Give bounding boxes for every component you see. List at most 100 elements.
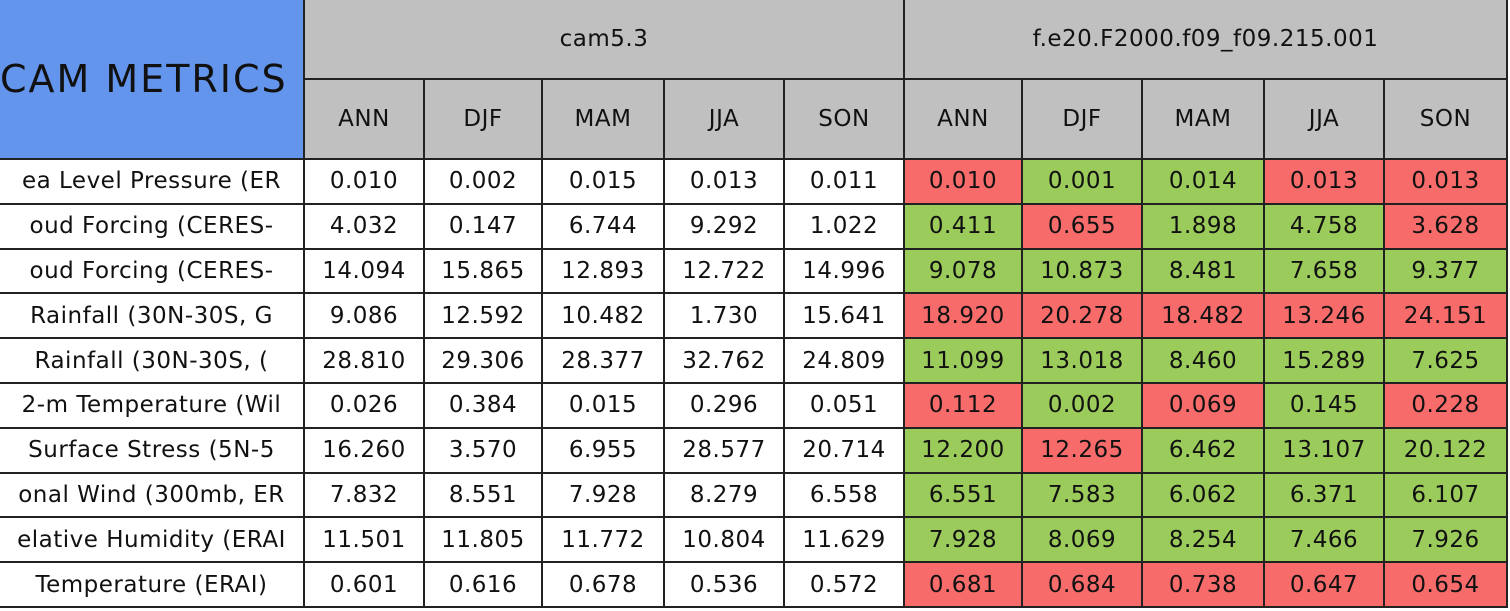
value-cell: 6.371 xyxy=(1265,473,1385,519)
value-cell: 0.010 xyxy=(905,160,1023,205)
value-cell: 0.015 xyxy=(543,160,665,205)
value-cell: 28.577 xyxy=(665,428,785,474)
value-cell: 11.629 xyxy=(785,518,905,564)
value-cell: 0.678 xyxy=(543,563,665,608)
value-cell: 9.086 xyxy=(305,294,425,340)
value-cell: 0.011 xyxy=(785,160,905,205)
value-cell: 3.628 xyxy=(1385,204,1508,250)
value-cell: 0.015 xyxy=(543,384,665,429)
value-cell: 28.810 xyxy=(305,339,425,384)
value-cell: 8.279 xyxy=(665,473,785,519)
value-cell: 8.069 xyxy=(1023,518,1143,564)
value-cell: 24.809 xyxy=(785,339,905,384)
value-cell: 10.482 xyxy=(543,294,665,340)
value-cell: 11.772 xyxy=(543,518,665,564)
value-cell: 13.018 xyxy=(1023,339,1143,384)
value-cell: 0.026 xyxy=(305,384,425,429)
value-cell: 11.099 xyxy=(905,339,1023,384)
value-cell: 9.377 xyxy=(1385,249,1508,295)
value-cell: 16.260 xyxy=(305,428,425,474)
value-cell: 14.094 xyxy=(305,249,425,295)
value-cell: 0.013 xyxy=(1385,160,1508,205)
value-cell: 4.758 xyxy=(1265,204,1385,250)
value-cell: 0.001 xyxy=(1023,160,1143,205)
value-cell: 0.681 xyxy=(905,563,1023,608)
value-cell: 8.254 xyxy=(1143,518,1265,564)
value-cell: 6.551 xyxy=(905,473,1023,519)
model-header: cam5.3 xyxy=(305,0,905,80)
value-cell: 32.762 xyxy=(665,339,785,384)
value-cell: 0.051 xyxy=(785,384,905,429)
value-cell: 1.022 xyxy=(785,204,905,250)
row-label: oud Forcing (CERES- xyxy=(0,249,305,295)
value-cell: 18.920 xyxy=(905,294,1023,340)
value-cell: 1.730 xyxy=(665,294,785,340)
value-cell: 13.107 xyxy=(1265,428,1385,474)
row-label: Temperature (ERAI) xyxy=(0,563,305,608)
value-cell: 0.013 xyxy=(665,160,785,205)
value-cell: 7.832 xyxy=(305,473,425,519)
value-cell: 0.002 xyxy=(1023,384,1143,429)
value-cell: 0.655 xyxy=(1023,204,1143,250)
season-header: MAM xyxy=(543,80,665,160)
row-label: elative Humidity (ERAI xyxy=(0,518,305,564)
value-cell: 29.306 xyxy=(425,339,543,384)
row-label: Rainfall (30N-30S, ( xyxy=(0,339,305,384)
value-cell: 12.592 xyxy=(425,294,543,340)
value-cell: 0.069 xyxy=(1143,384,1265,429)
value-cell: 6.062 xyxy=(1143,473,1265,519)
value-cell: 7.926 xyxy=(1385,518,1508,564)
season-header: JJA xyxy=(665,80,785,160)
value-cell: 7.466 xyxy=(1265,518,1385,564)
season-header: MAM xyxy=(1143,80,1265,160)
season-header: DJF xyxy=(1023,80,1143,160)
value-cell: 0.536 xyxy=(665,563,785,608)
value-cell: 12.200 xyxy=(905,428,1023,474)
value-cell: 4.032 xyxy=(305,204,425,250)
value-cell: 12.893 xyxy=(543,249,665,295)
value-cell: 18.482 xyxy=(1143,294,1265,340)
value-cell: 15.865 xyxy=(425,249,543,295)
value-cell: 0.147 xyxy=(425,204,543,250)
value-cell: 0.228 xyxy=(1385,384,1508,429)
value-cell: 0.601 xyxy=(305,563,425,608)
value-cell: 0.654 xyxy=(1385,563,1508,608)
value-cell: 8.481 xyxy=(1143,249,1265,295)
value-cell: 0.616 xyxy=(425,563,543,608)
value-cell: 7.928 xyxy=(543,473,665,519)
season-header: SON xyxy=(785,80,905,160)
value-cell: 6.744 xyxy=(543,204,665,250)
value-cell: 0.145 xyxy=(1265,384,1385,429)
row-label: onal Wind (300mb, ER xyxy=(0,473,305,519)
value-cell: 0.112 xyxy=(905,384,1023,429)
value-cell: 0.647 xyxy=(1265,563,1385,608)
season-header: DJF xyxy=(425,80,543,160)
value-cell: 7.928 xyxy=(905,518,1023,564)
value-cell: 15.289 xyxy=(1265,339,1385,384)
value-cell: 12.722 xyxy=(665,249,785,295)
value-cell: 9.292 xyxy=(665,204,785,250)
value-cell: 8.460 xyxy=(1143,339,1265,384)
value-cell: 10.804 xyxy=(665,518,785,564)
row-label: 2-m Temperature (Wil xyxy=(0,384,305,429)
value-cell: 20.278 xyxy=(1023,294,1143,340)
value-cell: 13.246 xyxy=(1265,294,1385,340)
value-cell: 6.955 xyxy=(543,428,665,474)
value-cell: 14.996 xyxy=(785,249,905,295)
value-cell: 6.107 xyxy=(1385,473,1508,519)
season-header: ANN xyxy=(305,80,425,160)
value-cell: 12.265 xyxy=(1023,428,1143,474)
value-cell: 0.572 xyxy=(785,563,905,608)
value-cell: 24.151 xyxy=(1385,294,1508,340)
value-cell: 0.013 xyxy=(1265,160,1385,205)
value-cell: 20.714 xyxy=(785,428,905,474)
value-cell: 7.658 xyxy=(1265,249,1385,295)
row-label: oud Forcing (CERES- xyxy=(0,204,305,250)
value-cell: 20.122 xyxy=(1385,428,1508,474)
value-cell: 0.738 xyxy=(1143,563,1265,608)
value-cell: 6.558 xyxy=(785,473,905,519)
value-cell: 0.014 xyxy=(1143,160,1265,205)
value-cell: 11.805 xyxy=(425,518,543,564)
value-cell: 0.296 xyxy=(665,384,785,429)
